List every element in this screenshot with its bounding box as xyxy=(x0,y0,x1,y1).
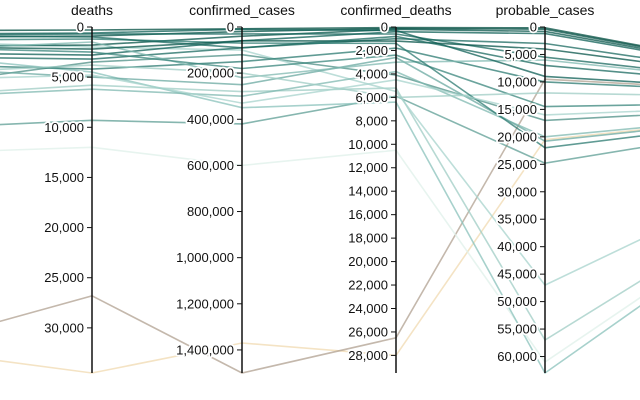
record-line-21 xyxy=(0,74,640,116)
record-line-2 xyxy=(0,146,640,364)
record-line-6 xyxy=(0,53,640,122)
tick-label: 200,000 xyxy=(187,66,234,81)
tick-label: 25,000 xyxy=(497,157,537,172)
axis-title[interactable]: confirmed_deaths xyxy=(339,1,453,20)
tick-label: 10,000 xyxy=(44,120,84,135)
tick-label: 0 xyxy=(77,20,84,35)
tick-label: 22,000 xyxy=(348,278,388,293)
record-line-20 xyxy=(0,38,640,149)
tick-label: 2,000 xyxy=(355,43,388,58)
tick-label: 16,000 xyxy=(348,207,388,222)
tick-label: 24,000 xyxy=(348,301,388,316)
tick-label: 28,000 xyxy=(348,348,388,363)
tick-label: 20,000 xyxy=(497,129,537,144)
tick-label: 60,000 xyxy=(497,349,537,364)
tick-label: 0 xyxy=(227,20,234,35)
tick-label: 0 xyxy=(381,20,388,35)
tick-label: 1,000,000 xyxy=(176,250,234,265)
record-line-12 xyxy=(0,30,640,56)
tick-label: 15,000 xyxy=(44,170,84,185)
axis-title[interactable]: deaths xyxy=(69,1,114,20)
record-line-23 xyxy=(0,39,640,63)
tick-label: 6,000 xyxy=(355,90,388,105)
tick-label: 10,000 xyxy=(348,137,388,152)
record-lines xyxy=(0,26,640,375)
tick-label: 8,000 xyxy=(355,113,388,128)
tick-label: 400,000 xyxy=(187,112,234,127)
record-line-16 xyxy=(0,41,640,79)
record-line-5 xyxy=(0,62,640,375)
record-line-8 xyxy=(0,70,640,138)
tick-label: 5,000 xyxy=(51,70,84,85)
record-line-17 xyxy=(0,33,640,69)
record-line-13 xyxy=(0,28,640,50)
tick-label: 800,000 xyxy=(187,204,234,219)
tick-label: 45,000 xyxy=(497,267,537,282)
record-line-4 xyxy=(0,84,640,342)
tick-label: 20,000 xyxy=(44,220,84,235)
tick-label: 1,400,000 xyxy=(176,342,234,357)
tick-label: 50,000 xyxy=(497,294,537,309)
record-line-24 xyxy=(0,35,640,75)
tick-label: 40,000 xyxy=(497,239,537,254)
tick-label: 20,000 xyxy=(348,254,388,269)
tick-label: 12,000 xyxy=(348,160,388,175)
axis-title[interactable]: probable_cases xyxy=(494,1,596,20)
record-line-15 xyxy=(0,26,640,47)
tick-label: 600,000 xyxy=(187,158,234,173)
tick-label: 15,000 xyxy=(497,102,537,117)
record-line-3 xyxy=(0,95,640,165)
record-line-18 xyxy=(0,48,640,108)
tick-label: 14,000 xyxy=(348,184,388,199)
axis-title[interactable]: confirmed_cases xyxy=(188,1,297,20)
tick-label: 18,000 xyxy=(348,231,388,246)
tick-label: 10,000 xyxy=(497,74,537,89)
record-line-10 xyxy=(0,47,640,88)
tick-label: 55,000 xyxy=(497,322,537,337)
tick-label: 1,200,000 xyxy=(176,296,234,311)
tick-label: 5,000 xyxy=(504,47,537,62)
tick-label: 25,000 xyxy=(44,270,84,285)
record-line-19 xyxy=(0,64,640,99)
record-line-22 xyxy=(0,28,640,84)
tick-label: 4,000 xyxy=(355,66,388,81)
record-line-0 xyxy=(0,129,640,374)
tick-label: 0 xyxy=(530,20,537,35)
tick-label: 26,000 xyxy=(348,324,388,339)
tick-label: 30,000 xyxy=(44,320,84,335)
record-line-1 xyxy=(0,78,640,374)
tick-label: 30,000 xyxy=(497,184,537,199)
axes: deaths05,00010,00015,00020,00025,00030,0… xyxy=(42,1,596,373)
tick-label: 35,000 xyxy=(497,212,537,227)
